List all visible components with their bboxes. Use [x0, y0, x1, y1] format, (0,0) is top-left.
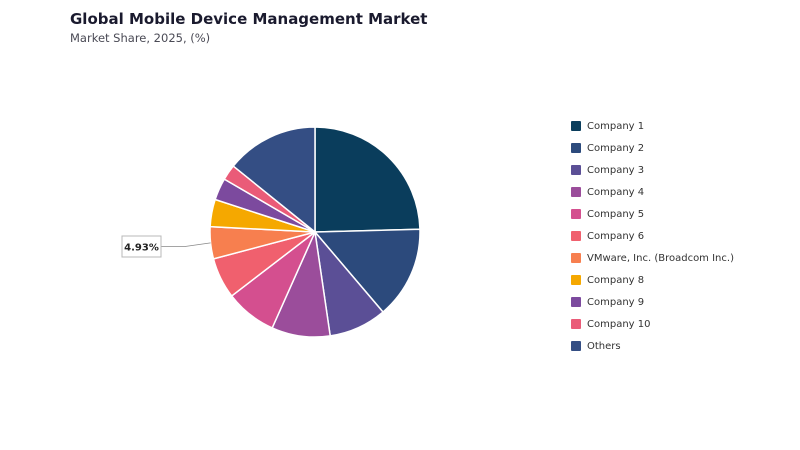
- pie-slice-1[interactable]: [314, 126, 421, 233]
- chart-subtitle: Market Share, 2025, (%): [70, 31, 211, 45]
- legend-item-3[interactable]: Company 3: [571, 159, 734, 181]
- legend-swatch: [571, 143, 581, 153]
- legend-label: Company 5: [587, 208, 645, 220]
- legend-swatch: [571, 341, 581, 351]
- legend-item-9[interactable]: Company 9: [571, 291, 734, 313]
- pie-slice-11[interactable]: [232, 126, 316, 234]
- legend-swatch: [571, 297, 581, 307]
- legend-swatch: [571, 121, 581, 131]
- legend-label: Company 8: [587, 274, 645, 286]
- legend-item-8[interactable]: Company 8: [571, 269, 734, 291]
- legend-label: Company 9: [587, 296, 645, 308]
- legend-swatch: [571, 209, 581, 219]
- legend-label: VMware, Inc. (Broadcom Inc.): [587, 252, 734, 264]
- legend-item-2[interactable]: Company 2: [571, 137, 734, 159]
- legend-label: Company 10: [587, 318, 651, 330]
- legend-swatch: [571, 231, 581, 241]
- legend-label: Company 6: [587, 230, 645, 242]
- legend-label: Others: [587, 340, 621, 352]
- legend-item-7[interactable]: VMware, Inc. (Broadcom Inc.): [571, 247, 734, 269]
- legend-swatch: [571, 187, 581, 197]
- legend-label: Company 3: [587, 164, 645, 176]
- legend-item-10[interactable]: Company 10: [571, 313, 734, 335]
- legend-swatch: [571, 165, 581, 175]
- legend-item-6[interactable]: Company 6: [571, 225, 734, 247]
- callout-leader-line: [161, 242, 211, 247]
- legend-label: Company 1: [587, 120, 645, 132]
- callout-label: 4.93%: [124, 243, 159, 254]
- legend-item-11[interactable]: Others: [571, 335, 734, 357]
- legend-item-4[interactable]: Company 4: [571, 181, 734, 203]
- legend-swatch: [571, 253, 581, 263]
- pie-slice-2[interactable]: [313, 228, 421, 314]
- chart-title: Global Mobile Device Management Market: [70, 10, 428, 28]
- legend-item-5[interactable]: Company 5: [571, 203, 734, 225]
- callout-box: [121, 235, 162, 258]
- legend-swatch: [571, 319, 581, 329]
- legend-label: Company 2: [587, 142, 645, 154]
- legend-label: Company 4: [587, 186, 645, 198]
- legend-item-1[interactable]: Company 1: [571, 115, 734, 137]
- chart-legend: Company 1 Company 2 Company 3 Company 4 Comp…: [571, 115, 734, 357]
- legend-swatch: [571, 275, 581, 285]
